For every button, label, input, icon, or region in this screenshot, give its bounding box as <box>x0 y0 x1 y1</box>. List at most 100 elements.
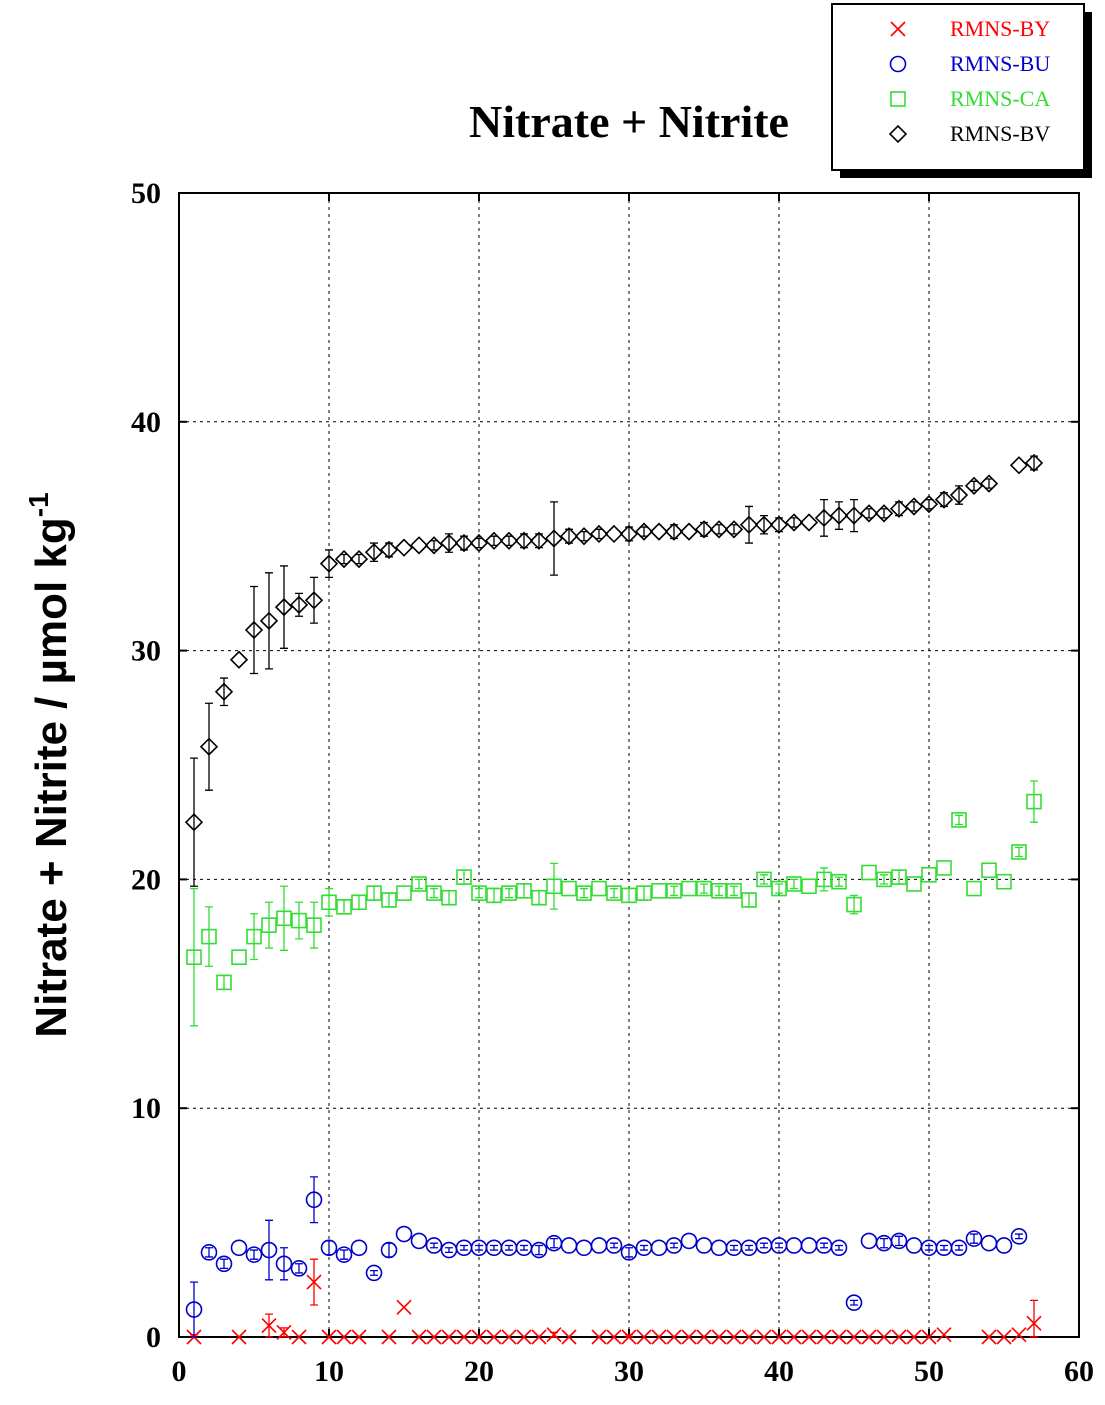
rmns-bu-error-bar <box>250 1249 258 1260</box>
rmns-bv-point <box>454 533 474 553</box>
legend-label-rmns-bv: RMNS-BV <box>950 121 1050 146</box>
rmns-bv-point <box>964 476 984 495</box>
rmns-bu-error-bar <box>325 1240 333 1256</box>
rmns-by-point <box>591 1329 607 1345</box>
rmns-bv-error-bar <box>760 514 768 535</box>
rmns-ca-error-bar <box>520 883 528 899</box>
rmns-bv-error-bar <box>625 526 633 542</box>
rmns-bv-point <box>724 520 744 539</box>
rmns-bu-error-bar <box>295 1263 303 1274</box>
rmns-bv-point <box>274 597 294 617</box>
rmns-by-point <box>756 1329 772 1345</box>
rmns-bu-error-bar <box>625 1247 633 1258</box>
rmns-bv-point <box>589 524 609 544</box>
rmns-ca-point <box>351 894 367 911</box>
rmns-ca-error-bar <box>700 883 708 894</box>
y-axis-label-superscript: -1 <box>23 492 54 517</box>
rmns-ca-error-bar <box>340 899 348 915</box>
rmns-bv-point <box>979 474 999 493</box>
rmns-bv-error-bar <box>895 501 903 517</box>
x-tick-label: 60 <box>1064 1355 1094 1388</box>
rmns-bu-error-bar <box>265 1219 273 1281</box>
rmns-by-point <box>426 1329 442 1345</box>
rmns-ca-error-bar <box>640 885 648 901</box>
rmns-ca-error-bar <box>460 869 468 885</box>
rmns-bu-error-bar <box>760 1242 768 1249</box>
legend-marker-rmns-by <box>890 21 906 37</box>
rmns-by-point <box>981 1329 997 1345</box>
rmns-bv-point <box>814 508 834 528</box>
rmns-by-point <box>846 1329 862 1345</box>
rmns-bv-error-bar <box>580 530 588 542</box>
rmns-bu-point <box>185 1301 203 1318</box>
y-tick-label: 10 <box>131 1092 161 1125</box>
legend-marker-rmns-bu <box>889 55 907 73</box>
rmns-ca-point <box>306 917 322 933</box>
rmns-ca-error-bar <box>475 887 483 899</box>
rmns-bv-error-bar <box>430 540 438 551</box>
rmns-ca-point <box>921 867 937 883</box>
rmns-bv-point <box>244 620 264 640</box>
rmns-ca-point <box>501 885 517 901</box>
rmns-bu-error-bar <box>445 1247 453 1253</box>
rmns-ca-point <box>186 949 202 965</box>
rmns-ca-error-bar <box>190 887 198 1027</box>
rmns-bv-error-bar <box>265 572 273 670</box>
rmns-ca-error-bar <box>670 885 678 897</box>
rmns-bv-error-bar <box>775 517 783 533</box>
legend-marker-rmns-ca <box>890 91 906 107</box>
rmns-ca-point <box>936 860 952 876</box>
rmns-ca-point <box>366 885 382 901</box>
rmns-bu-error-bar <box>955 1244 963 1251</box>
rmns-bu-point <box>410 1232 428 1250</box>
rmns-ca-error-bar <box>745 892 753 908</box>
rmns-by-point <box>621 1329 637 1345</box>
rmns-bv-error-bar <box>475 537 483 549</box>
rmns-by-point <box>291 1329 307 1345</box>
series-rmns-ca <box>186 780 1042 1027</box>
rmns-ca-error-bar <box>850 894 858 915</box>
rmns-bu-point <box>425 1237 443 1254</box>
rmns-bv-point <box>529 531 549 550</box>
rmns-by-point <box>546 1327 562 1343</box>
rmns-bv-error-bar <box>490 535 498 547</box>
rmns-bu-error-bar <box>880 1237 888 1249</box>
rmns-bv-error-bar <box>820 498 828 537</box>
rmns-ca-error-bar <box>535 890 543 906</box>
chart-title: Nitrate + Nitrite <box>469 96 789 147</box>
rmns-bv-error-bar <box>880 508 888 519</box>
rmns-bv-error-bar <box>325 549 333 579</box>
rmns-bu-error-bar <box>280 1247 288 1281</box>
rmns-bu-error-bar <box>550 1237 558 1249</box>
x-tick-label: 40 <box>764 1355 794 1388</box>
rmns-ca-point <box>1011 844 1027 860</box>
rmns-ca-point <box>951 812 967 828</box>
rmns-ca-point <box>246 928 262 945</box>
rmns-bu-point <box>980 1234 998 1252</box>
y-tick-label: 20 <box>131 863 161 896</box>
rmns-by-point <box>501 1329 517 1345</box>
rmns-bv-error-bar <box>700 521 708 537</box>
rmns-bu-error-bar <box>385 1242 393 1258</box>
rmns-bu-point <box>230 1239 248 1257</box>
rmns-bv-point <box>784 513 804 532</box>
y-axis-label: Nitrate + Nitrite / µmol kg-1 <box>23 492 76 1037</box>
rmns-ca-point <box>846 896 862 913</box>
rmns-ca-point <box>561 880 577 897</box>
rmns-ca-point <box>456 869 472 885</box>
rmns-bv-error-bar <box>460 535 468 551</box>
rmns-bu-point <box>860 1232 878 1250</box>
rmns-by-point <box>351 1329 367 1345</box>
rmns-bv-error-bar <box>190 757 198 887</box>
rmns-bu-error-bar <box>460 1244 468 1251</box>
rmns-bu-error-bar <box>610 1242 618 1249</box>
rmns-bv-error-bar <box>910 501 918 512</box>
rmns-bv-error-bar <box>220 677 228 707</box>
rmns-ca-point <box>396 885 412 901</box>
rmns-ca-point <box>996 873 1012 890</box>
rmns-bv-point <box>889 499 909 518</box>
rmns-ca-point <box>696 880 712 897</box>
rmns-bv-point <box>469 533 489 553</box>
rmns-bu-error-bar <box>835 1244 843 1251</box>
rmns-by-point <box>876 1329 892 1345</box>
